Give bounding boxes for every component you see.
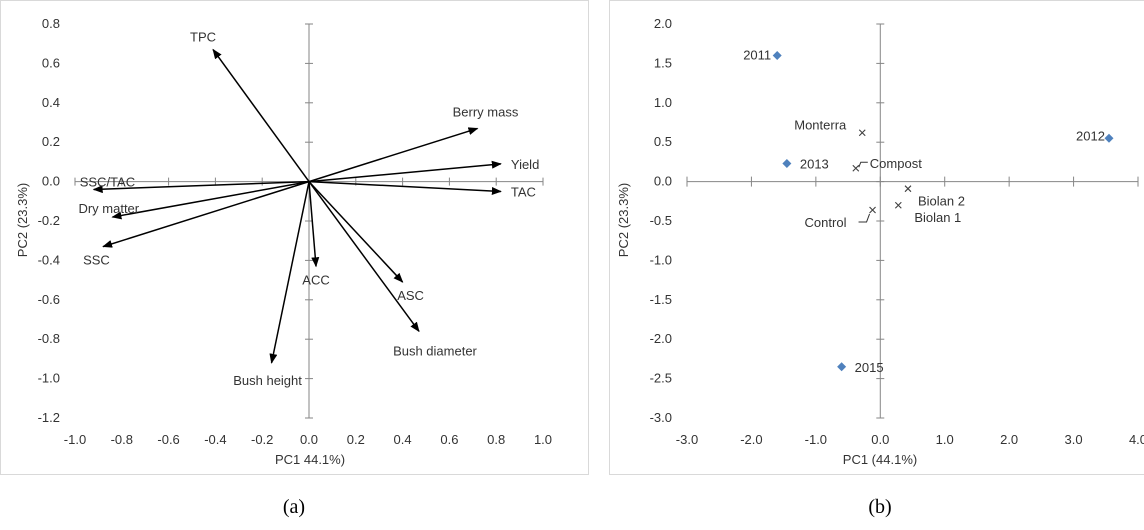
panel-a-x-axis-title: PC1 44.1%) [275,452,345,467]
point-label-2015: 2015 [855,360,884,375]
panel-b-y-tick-label: -1.0 [650,252,672,267]
panel-a-x-tick-label: 0.8 [487,432,505,447]
vector-label-ssc: SSC [83,253,110,268]
panel-b-y-tick-label: -2.5 [650,371,672,386]
panel-a-x-tick-label: -0.6 [157,432,179,447]
scatter-panel-b: -3.0 -2.0 -1.0 0.0 1.0 2.0 3.0 4.0 2.0 1.5 1.0 0.5… [610,1,1144,475]
panel-b-y-tick-label: -3.0 [650,410,672,425]
vector-label-ssc-tac: SSC/TAC [80,174,135,189]
panel-b-x-tick-label: -1.0 [805,432,827,447]
biplot-panel-a: -1.0 -0.8 -0.6 -0.4 -0.2 0.0 0.2 0.4 0.6 0.8 1.0 0… [1,1,589,475]
panel-b-y-tick-label: 1.5 [654,55,672,70]
panel-a-y-axis-title: PC2 (23.3%) [15,183,30,257]
panel-b-x-tick-label: -3.0 [676,432,698,447]
panel-a-y-tick-label: 0.4 [42,95,60,110]
panel-b-x-tick-label: 3.0 [1065,432,1083,447]
panel-a-x-tick-label: 1.0 [534,432,552,447]
panel-a-x-tick-label: -0.8 [111,432,133,447]
panel-b-x-tick-label: -2.0 [740,432,762,447]
panel-a-x-tick-label: 0.0 [300,432,318,447]
panel-b-x-tick-label: 4.0 [1129,432,1144,447]
panel-b-y-tick-label: 0.5 [654,134,672,149]
panel-b-x-tick-label: 2.0 [1000,432,1018,447]
panel-a-y-tick-label: 0.0 [42,174,60,189]
panel-a-x-tick-label: -0.2 [251,432,273,447]
panel-a-y-tick-label: 0.8 [42,16,60,31]
vector-label-bush-height: Bush height [233,373,302,388]
panel-a-y-tick-label: 0.2 [42,134,60,149]
panel-a-y-tick-label: -1.0 [38,371,60,386]
panel-b-y-axis-title: PC2 (23.3%) [616,183,631,257]
panel-a-y-tick-label: -0.4 [38,252,60,267]
panel-a-frame [1,1,589,475]
panel-a-y-tick-label: -0.2 [38,213,60,228]
panel-b-caption: (b) [868,496,891,518]
panel-b-x-tick-label: 0.0 [871,432,889,447]
point-label-monterra: Monterra [794,118,847,133]
panel-a-x-tick-label: -0.4 [204,432,226,447]
vector-label-berry-mass: Berry mass [453,104,519,119]
point-label-biolan-1: Biolan 1 [914,210,961,225]
panel-b-y-tick-label: -1.5 [650,292,672,307]
panel-a-x-tick-label: -1.0 [64,432,86,447]
panel-a-y-tick-label: 0.6 [42,55,60,70]
point-label-biolan-2: Biolan 2 [918,194,965,209]
panel-a-y-tick-label: -1.2 [38,410,60,425]
panel-a-caption: (a) [283,496,305,518]
panel-a-y-tick-label: -0.8 [38,331,60,346]
panel-b-y-tick-label: 1.0 [654,95,672,110]
panel-a-x-tick-label: 0.2 [347,432,365,447]
panel-b-frame [610,1,1144,475]
panel-b-y-tick-label: -2.0 [650,331,672,346]
vector-label-dry-matter: Dry matter [78,201,139,216]
panel-b-x-axis-title: PC1 (44.1%) [843,452,917,467]
point-label-compost: Compost [870,156,922,171]
panel-a-x-tick-label: 0.6 [440,432,458,447]
panel-b-y-tick-label: 0.0 [654,174,672,189]
point-label-2012: 2012 [1076,128,1105,143]
panel-a-x-tick-label: 0.4 [394,432,412,447]
panel-a-y-tick-label: -0.6 [38,292,60,307]
point-label-control: Control [805,215,847,230]
panel-b-y-tick-label: 2.0 [654,16,672,31]
vector-label-yield: Yield [511,157,539,172]
vector-label-tac: TAC [511,184,536,199]
point-label-2013: 2013 [800,156,829,171]
vector-label-tpc: TPC [190,30,216,45]
point-label-2011: 2011 [743,48,771,63]
vector-label-bush-diameter: Bush diameter [393,343,477,358]
panel-b-y-tick-label: -0.5 [650,213,672,228]
vector-label-asc: ASC [397,288,424,303]
panel-b-x-tick-label: 1.0 [936,432,954,447]
vector-label-acc: ACC [302,272,329,287]
